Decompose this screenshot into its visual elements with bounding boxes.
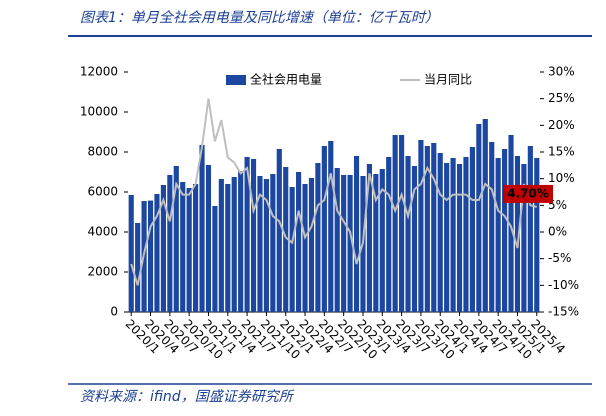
bar bbox=[386, 157, 392, 312]
bar bbox=[341, 175, 347, 312]
bar bbox=[270, 174, 276, 312]
bar bbox=[205, 165, 212, 312]
bar bbox=[489, 142, 495, 312]
bar bbox=[508, 135, 514, 312]
bar bbox=[308, 178, 315, 312]
bar bbox=[476, 124, 482, 312]
bar bbox=[328, 141, 334, 312]
bar bbox=[186, 188, 192, 312]
bar bbox=[321, 146, 327, 312]
bar bbox=[238, 171, 244, 312]
bar bbox=[444, 163, 450, 312]
bar bbox=[502, 149, 508, 312]
bar bbox=[514, 156, 521, 312]
y2-tick-label: 0% bbox=[548, 225, 567, 239]
bar bbox=[173, 166, 179, 312]
bar bbox=[302, 184, 308, 312]
bar bbox=[431, 143, 437, 312]
y2-tick-label: 30% bbox=[548, 65, 575, 79]
bar bbox=[450, 158, 456, 312]
bar bbox=[212, 206, 218, 312]
bar bbox=[482, 119, 488, 312]
y-tick-label: 4000 bbox=[87, 225, 118, 239]
bar bbox=[495, 158, 501, 312]
y2-tick-label: 20% bbox=[548, 118, 575, 132]
bar bbox=[373, 174, 379, 312]
bar bbox=[147, 200, 154, 312]
bar bbox=[418, 140, 424, 312]
bar bbox=[366, 164, 372, 312]
bar bbox=[411, 166, 418, 312]
source: 资料来源：ifind，国盛证券研究所 bbox=[80, 389, 295, 405]
y2-tick-label: -10% bbox=[548, 278, 579, 292]
bar bbox=[399, 135, 405, 312]
bar bbox=[276, 149, 282, 312]
y-tick-label: 8000 bbox=[87, 145, 118, 159]
bar bbox=[456, 164, 463, 312]
y2-tick-label: 25% bbox=[548, 91, 575, 105]
annotation-label: 4.70% bbox=[507, 186, 549, 200]
bar bbox=[379, 169, 385, 312]
bar bbox=[469, 147, 475, 312]
bar bbox=[263, 179, 269, 312]
bar bbox=[527, 146, 533, 312]
bar bbox=[218, 179, 224, 312]
bar bbox=[534, 158, 540, 312]
bar bbox=[521, 164, 527, 312]
bar bbox=[257, 176, 263, 312]
bar bbox=[199, 145, 205, 312]
line bbox=[130, 98, 538, 286]
bar bbox=[347, 175, 353, 312]
bar bbox=[405, 156, 411, 312]
legend-swatch bbox=[226, 75, 246, 85]
bar bbox=[154, 194, 160, 312]
annotation-box bbox=[503, 184, 553, 203]
bar bbox=[463, 157, 469, 312]
bar bbox=[167, 175, 173, 312]
y-tick-label: 2000 bbox=[87, 265, 118, 279]
chart-title: 图表1：单月全社会用电量及同比增速（单位：亿千瓦时） bbox=[80, 10, 439, 26]
bar bbox=[128, 195, 134, 312]
bar bbox=[392, 135, 398, 312]
y-tick-label: 6000 bbox=[87, 185, 118, 199]
bar bbox=[160, 185, 166, 312]
legend-label: 当月同比 bbox=[424, 73, 472, 87]
legend-label: 全社会用电量 bbox=[250, 72, 322, 87]
bar bbox=[225, 184, 231, 312]
bar bbox=[334, 168, 340, 312]
y-tick-label: 0 bbox=[110, 305, 118, 319]
bar bbox=[180, 182, 186, 312]
bar bbox=[283, 167, 289, 312]
bar bbox=[289, 187, 295, 312]
y-tick-label: 10000 bbox=[80, 105, 118, 119]
bar bbox=[244, 157, 250, 312]
y2-tick-label: -15% bbox=[548, 305, 579, 319]
bar bbox=[231, 177, 237, 312]
bar bbox=[315, 163, 321, 312]
bar bbox=[353, 156, 360, 312]
bar bbox=[437, 153, 443, 312]
bar bbox=[135, 223, 141, 312]
y2-tick-label: 10% bbox=[548, 171, 575, 185]
bar bbox=[250, 159, 257, 312]
y2-tick-label: -5% bbox=[548, 251, 571, 265]
y-tick-label: 12000 bbox=[80, 65, 118, 79]
y2-tick-label: 15% bbox=[548, 145, 575, 159]
bar bbox=[296, 172, 302, 312]
bar bbox=[193, 184, 199, 312]
bar bbox=[424, 146, 430, 312]
